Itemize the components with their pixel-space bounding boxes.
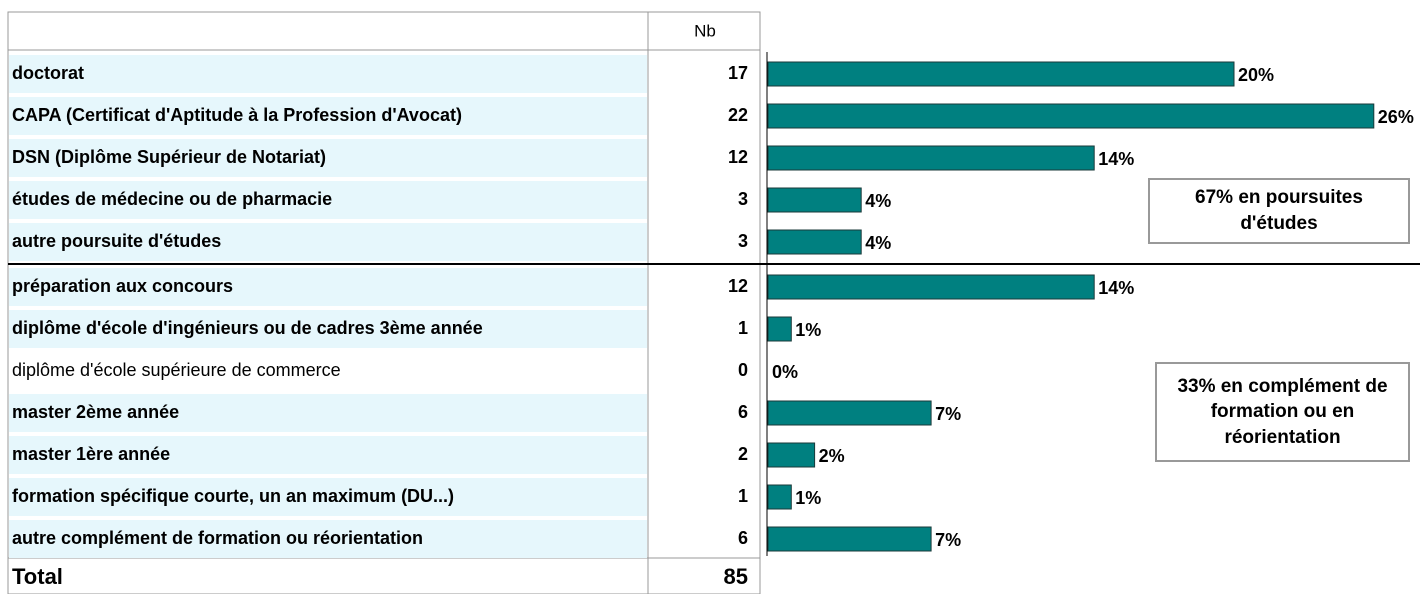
- bar: [767, 316, 792, 342]
- row-label: master 2ème année: [12, 402, 179, 422]
- row-background: [9, 478, 647, 516]
- row-label: préparation aux concours: [12, 276, 233, 296]
- row-label: diplôme d'école d'ingénieurs ou de cadre…: [12, 318, 483, 338]
- row-count: 22: [728, 105, 748, 125]
- row-label: doctorat: [12, 63, 84, 83]
- row-background: [9, 310, 647, 348]
- row-label: autre poursuite d'études: [12, 231, 221, 251]
- bar: [767, 145, 1095, 171]
- row-label: études de médecine ou de pharmacie: [12, 189, 332, 209]
- bar: [767, 61, 1235, 87]
- row-count: 2: [738, 444, 748, 464]
- bar: [767, 442, 816, 468]
- row-label: diplôme d'école supérieure de commerce: [12, 360, 341, 380]
- value-label: 26%: [1378, 107, 1414, 127]
- value-label: 4%: [865, 191, 891, 211]
- row-label: CAPA (Certificat d'Aptitude à la Profess…: [12, 105, 462, 125]
- row-background: [9, 394, 647, 432]
- row-count: 12: [728, 276, 748, 296]
- value-label: 7%: [935, 530, 961, 550]
- row-count: 12: [728, 147, 748, 167]
- row-count: 17: [728, 63, 748, 83]
- row-background: [9, 223, 647, 261]
- bar: [767, 187, 862, 213]
- row-background: [9, 97, 647, 135]
- row-background: [9, 181, 647, 219]
- value-label: 0%: [772, 362, 798, 382]
- bar: [767, 229, 862, 255]
- value-label: 1%: [795, 320, 821, 340]
- row-count: 6: [738, 402, 748, 422]
- table-border: [7, 11, 761, 594]
- row-background: [9, 520, 647, 558]
- row-count: 1: [738, 318, 748, 338]
- value-label: 20%: [1238, 65, 1274, 85]
- row-label: DSN (Diplôme Supérieur de Notariat): [12, 147, 326, 167]
- bar: [767, 526, 932, 552]
- bar: [767, 103, 1375, 129]
- row-label: autre complément de formation ou réorien…: [12, 528, 423, 548]
- row-count: 3: [738, 231, 748, 251]
- value-label: 2%: [819, 446, 845, 466]
- value-label: 14%: [1098, 278, 1134, 298]
- row-count: 6: [738, 528, 748, 548]
- value-label: 4%: [865, 233, 891, 253]
- row-count: 0: [738, 360, 748, 380]
- value-label: 14%: [1098, 149, 1134, 169]
- column-header: Nb: [694, 21, 716, 40]
- bar: [767, 400, 932, 426]
- total-label: Total: [12, 564, 63, 589]
- annotation: 67% en poursuites d'études: [1148, 178, 1410, 244]
- row-background: [9, 268, 647, 306]
- row-count: 1: [738, 486, 748, 506]
- row-label: formation spécifique courte, un an maxim…: [12, 486, 454, 506]
- row-count: 3: [738, 189, 748, 209]
- row-background: [9, 139, 647, 177]
- value-label: 7%: [935, 404, 961, 424]
- bar: [767, 484, 792, 510]
- annotation: 33% en complément de formation ou en réo…: [1155, 362, 1410, 462]
- value-label: 1%: [795, 488, 821, 508]
- bar: [767, 274, 1095, 300]
- row-label: master 1ère année: [12, 444, 170, 464]
- total-value: 85: [724, 564, 748, 589]
- row-background: [9, 436, 647, 474]
- row-background: [9, 55, 647, 93]
